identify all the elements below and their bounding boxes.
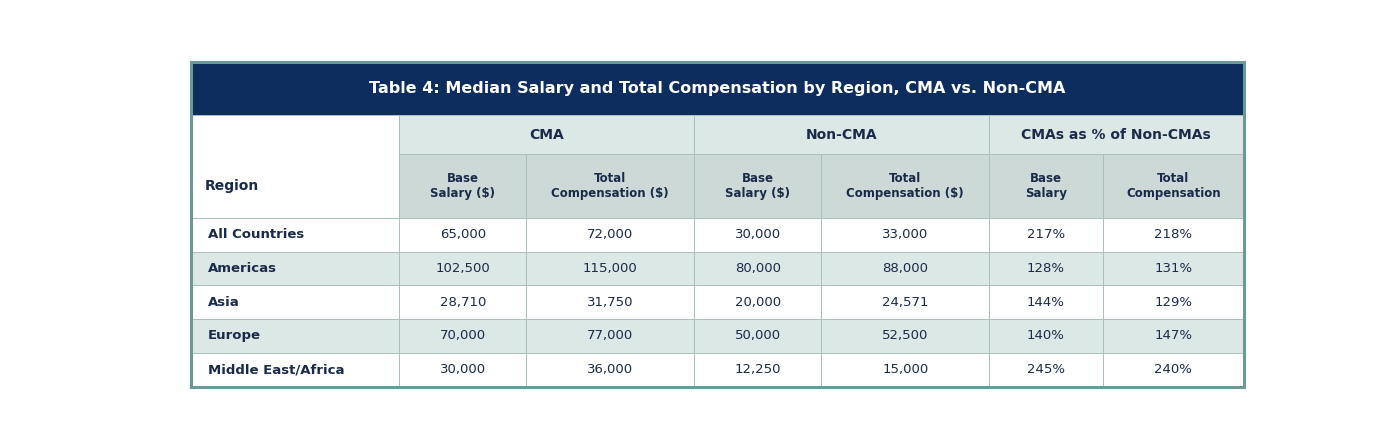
Text: 30,000: 30,000 xyxy=(440,363,486,376)
Text: 31,750: 31,750 xyxy=(587,296,633,309)
Bar xyxy=(694,353,822,387)
Text: Base
Salary ($): Base Salary ($) xyxy=(725,172,790,200)
Bar xyxy=(399,115,694,155)
Text: 80,000: 80,000 xyxy=(735,262,781,275)
Bar xyxy=(192,251,399,285)
Bar xyxy=(1103,353,1243,387)
Text: 12,250: 12,250 xyxy=(735,363,781,376)
Text: 128%: 128% xyxy=(1028,262,1065,275)
Bar xyxy=(399,155,526,218)
Text: 50,000: 50,000 xyxy=(735,329,781,342)
Bar xyxy=(192,319,399,353)
Bar xyxy=(988,251,1103,285)
Text: 33,000: 33,000 xyxy=(882,228,928,241)
Text: 147%: 147% xyxy=(1155,329,1193,342)
Bar xyxy=(192,62,1243,115)
Bar xyxy=(694,285,822,319)
Text: Americas: Americas xyxy=(207,262,277,275)
Text: All Countries: All Countries xyxy=(207,228,304,241)
Bar xyxy=(192,115,399,218)
Text: 88,000: 88,000 xyxy=(882,262,928,275)
Text: 20,000: 20,000 xyxy=(735,296,781,309)
Bar xyxy=(526,251,694,285)
Text: 245%: 245% xyxy=(1028,363,1065,376)
Text: 52,500: 52,500 xyxy=(882,329,928,342)
Bar xyxy=(822,218,988,251)
Bar xyxy=(988,155,1103,218)
Bar xyxy=(399,285,526,319)
Text: Middle East/Africa: Middle East/Africa xyxy=(207,363,344,376)
Text: 129%: 129% xyxy=(1155,296,1193,309)
Bar xyxy=(694,218,822,251)
Text: 140%: 140% xyxy=(1028,329,1065,342)
Bar xyxy=(526,218,694,251)
Bar xyxy=(192,353,399,387)
Bar xyxy=(988,218,1103,251)
Text: Region: Region xyxy=(204,179,259,193)
Bar xyxy=(399,353,526,387)
Text: 65,000: 65,000 xyxy=(440,228,486,241)
Text: 15,000: 15,000 xyxy=(882,363,928,376)
Text: CMAs as % of Non-CMAs: CMAs as % of Non-CMAs xyxy=(1022,128,1211,142)
Text: 115,000: 115,000 xyxy=(582,262,637,275)
Bar xyxy=(399,218,526,251)
Bar xyxy=(1103,155,1243,218)
Text: Base
Salary ($): Base Salary ($) xyxy=(430,172,496,200)
Bar xyxy=(822,251,988,285)
Text: Total
Compensation: Total Compensation xyxy=(1126,172,1221,200)
Bar xyxy=(1103,319,1243,353)
Text: 30,000: 30,000 xyxy=(735,228,781,241)
Text: 70,000: 70,000 xyxy=(440,329,486,342)
Bar xyxy=(1103,251,1243,285)
Text: Non-CMA: Non-CMA xyxy=(806,128,878,142)
Bar xyxy=(988,285,1103,319)
Bar xyxy=(399,251,526,285)
Text: 218%: 218% xyxy=(1155,228,1193,241)
Text: 102,500: 102,500 xyxy=(435,262,490,275)
Bar xyxy=(822,285,988,319)
Bar xyxy=(822,319,988,353)
Text: Total
Compensation ($): Total Compensation ($) xyxy=(552,172,669,200)
Text: 131%: 131% xyxy=(1154,262,1193,275)
Text: 77,000: 77,000 xyxy=(587,329,633,342)
Text: 36,000: 36,000 xyxy=(587,363,633,376)
Bar xyxy=(694,319,822,353)
Bar xyxy=(988,319,1103,353)
Bar xyxy=(526,319,694,353)
Text: 217%: 217% xyxy=(1028,228,1065,241)
Text: Europe: Europe xyxy=(207,329,260,342)
Bar xyxy=(1103,285,1243,319)
Text: Asia: Asia xyxy=(207,296,239,309)
Bar xyxy=(192,285,399,319)
Text: Table 4: Median Salary and Total Compensation by Region, CMA vs. Non-CMA: Table 4: Median Salary and Total Compens… xyxy=(370,81,1065,96)
Text: 72,000: 72,000 xyxy=(587,228,633,241)
Bar xyxy=(822,353,988,387)
Bar xyxy=(988,353,1103,387)
Bar xyxy=(526,353,694,387)
Bar xyxy=(1103,218,1243,251)
Bar xyxy=(526,155,694,218)
Text: 28,710: 28,710 xyxy=(440,296,486,309)
Text: Total
Compensation ($): Total Compensation ($) xyxy=(847,172,965,200)
Text: 240%: 240% xyxy=(1155,363,1193,376)
Bar xyxy=(694,251,822,285)
Bar xyxy=(694,115,988,155)
Text: 24,571: 24,571 xyxy=(882,296,928,309)
Text: Base
Salary: Base Salary xyxy=(1025,172,1067,200)
Bar xyxy=(192,218,399,251)
Text: 144%: 144% xyxy=(1028,296,1065,309)
Text: CMA: CMA xyxy=(529,128,564,142)
Bar xyxy=(988,115,1243,155)
Bar xyxy=(694,155,822,218)
Bar xyxy=(526,285,694,319)
Bar xyxy=(399,319,526,353)
Bar xyxy=(822,155,988,218)
